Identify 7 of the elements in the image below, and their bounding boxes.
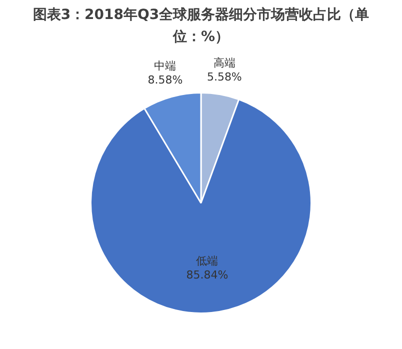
data-label: 5.58%	[206, 70, 242, 84]
chart-title: 图表3：2018年Q3全球服务器细分市场营收占比（单位：%）	[32, 6, 370, 47]
slice-label: 低端	[196, 254, 218, 268]
data-label: 85.84%	[186, 268, 228, 282]
slice-label: 中端	[154, 59, 176, 72]
slice-label: 高端	[213, 56, 236, 70]
data-label: 8.58%	[148, 73, 183, 86]
